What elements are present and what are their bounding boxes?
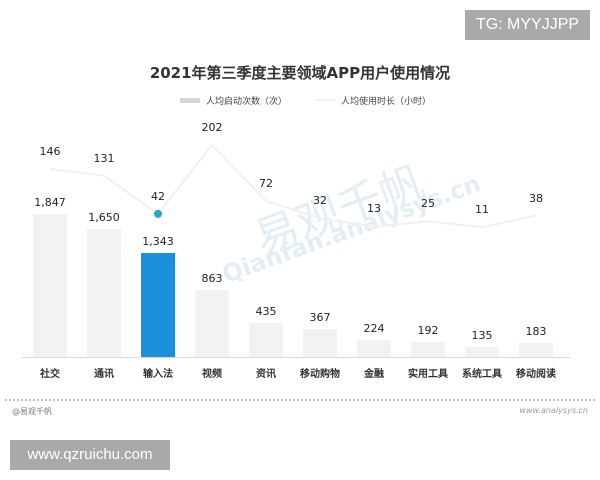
bar-value-label: 183 [525, 324, 547, 338]
line-value-label: 38 [529, 191, 543, 205]
line-value-label: 72 [259, 176, 273, 190]
bar-value-label: 435 [255, 305, 277, 319]
footer-divider [5, 399, 595, 401]
x-axis-baseline [22, 357, 570, 358]
legend-line-swatch-icon [315, 99, 336, 101]
line-value-label: 202 [201, 121, 223, 134]
category-label: 移动阅读 [516, 369, 556, 380]
legend-label-launches: 人均启动次数（次） [206, 96, 288, 107]
bar-value-label: 1,650 [88, 211, 120, 225]
category-label: 系统工具 [462, 369, 502, 380]
line-value-label: 13 [367, 202, 381, 216]
line-value-label: 32 [313, 194, 327, 208]
bar-value-label: 863 [201, 272, 223, 286]
line-value-label: 11 [475, 203, 489, 217]
highlight-marker-icon [154, 209, 162, 218]
bar-value-label: 367 [309, 310, 331, 324]
category-label: 金融 [364, 369, 384, 380]
bar-value-label: 1,847 [34, 196, 66, 209]
tg-overlay-badge: TG: MYYJJPP [465, 10, 590, 40]
footer-source-right: www.analysys.cn [519, 406, 588, 415]
usage-line-series [49, 143, 537, 229]
category-label: 社交 [40, 369, 60, 380]
bar-2 [141, 253, 175, 357]
category-label: 资讯 [256, 369, 276, 380]
site-overlay-badge: www.qzruichu.com [10, 440, 170, 470]
bar-value-label: 1,343 [142, 235, 174, 249]
chart-plot-area: 1,847 社交 146 1,650 通讯 131 1,343 输入法 42 863 视频 202 43… [22, 121, 570, 380]
chart-legend: 人均启动次数（次） 人均使用时长（小时） [180, 93, 431, 107]
bar-value-label: 224 [363, 321, 385, 335]
line-value-label: 131 [93, 151, 115, 165]
bar-4 [249, 323, 283, 357]
category-label: 输入法 [143, 369, 173, 380]
category-label: 实用工具 [408, 369, 448, 380]
bar-value-label: 135 [471, 328, 493, 342]
bar-1 [87, 229, 121, 357]
bar-value-label: 192 [417, 324, 439, 338]
bar-6 [357, 339, 391, 357]
legend-bar-swatch-icon [180, 97, 200, 103]
line-value-label: 146 [39, 145, 61, 159]
bar-8 [465, 346, 499, 357]
bar-5 [303, 328, 337, 357]
bar-9 [519, 342, 553, 357]
line-value-label: 25 [421, 197, 435, 211]
category-label: 视频 [202, 369, 222, 380]
bar-7 [411, 342, 445, 357]
chart-title: 2021年第三季度主要领域APP用户使用情况 [149, 64, 451, 82]
category-label: 通讯 [94, 369, 114, 380]
category-label: 移动购物 [300, 369, 340, 380]
bar-3 [195, 290, 229, 357]
footer-source-left: @易观千帆 [12, 407, 52, 416]
bar-0 [33, 214, 67, 357]
line-value-label: 42 [151, 189, 165, 203]
legend-label-duration: 人均使用时长（小时） [341, 96, 432, 107]
